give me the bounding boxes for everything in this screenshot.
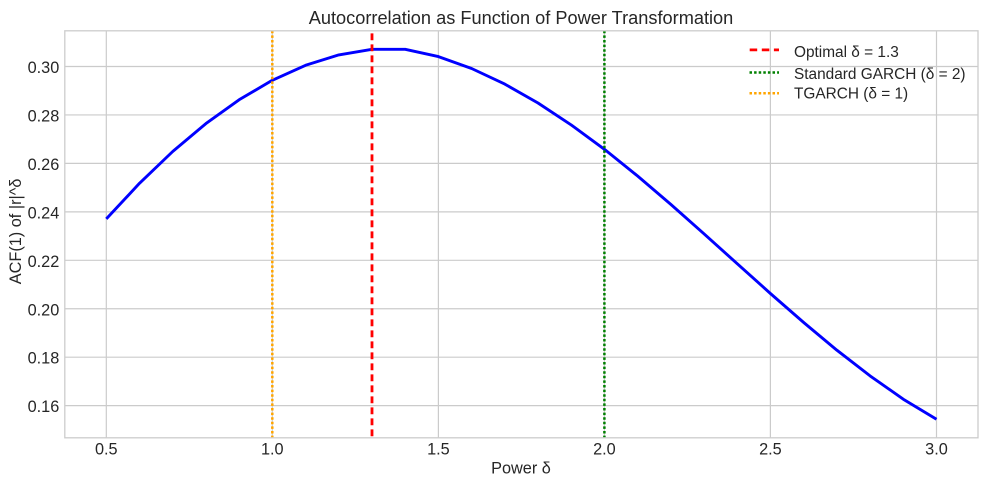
svg-text:TGARCH (δ = 1): TGARCH (δ = 1) [794, 86, 908, 103]
svg-text:Autocorrelation as Function of: Autocorrelation as Function of Power Tra… [309, 8, 734, 28]
svg-text:0.5: 0.5 [95, 441, 118, 459]
svg-text:Optimal δ = 1.3: Optimal δ = 1.3 [794, 44, 899, 61]
svg-text:0.18: 0.18 [28, 350, 60, 368]
svg-text:0.16: 0.16 [28, 398, 60, 416]
svg-text:0.22: 0.22 [28, 253, 60, 271]
svg-text:0.24: 0.24 [28, 204, 60, 222]
svg-text:2.0: 2.0 [593, 441, 616, 459]
svg-text:Standard GARCH (δ = 2): Standard GARCH (δ = 2) [794, 66, 966, 83]
svg-text:0.26: 0.26 [28, 156, 60, 174]
svg-text:0.30: 0.30 [28, 59, 60, 77]
svg-text:0.20: 0.20 [28, 301, 60, 319]
svg-text:2.5: 2.5 [759, 441, 782, 459]
svg-text:ACF(1) of |r|^δ: ACF(1) of |r|^δ [7, 179, 25, 285]
svg-text:0.28: 0.28 [28, 107, 60, 125]
svg-text:1.5: 1.5 [427, 441, 450, 459]
svg-text:1.0: 1.0 [261, 441, 284, 459]
svg-text:Power δ: Power δ [491, 460, 551, 478]
svg-text:3.0: 3.0 [925, 441, 948, 459]
